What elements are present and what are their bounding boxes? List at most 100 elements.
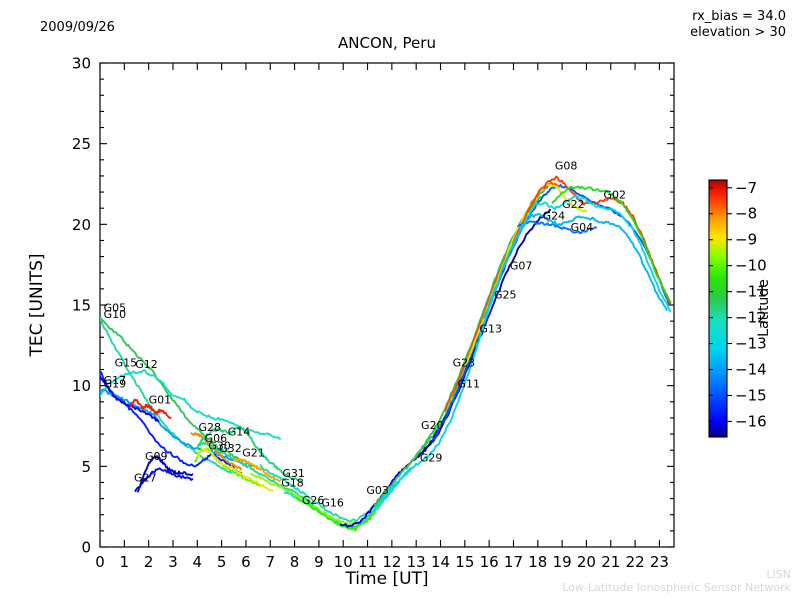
colorbar-tick-label: −7 bbox=[735, 179, 757, 197]
x-tick-label: 18 bbox=[528, 553, 547, 571]
satellite-label-g18: G18 bbox=[281, 477, 304, 490]
satellite-label-g20: G20 bbox=[421, 419, 444, 432]
satellite-label-g14: G14 bbox=[228, 426, 251, 439]
x-tick-label: 8 bbox=[290, 553, 300, 571]
y-tick-label: 0 bbox=[81, 539, 91, 557]
satellite-label-g19: G19 bbox=[104, 377, 127, 390]
satellite-label-g05: G05 bbox=[104, 301, 127, 314]
watermark-acronym: LISN bbox=[766, 568, 791, 581]
satellite-label-g17: G17 bbox=[104, 374, 127, 387]
satellite-label-g25: G25 bbox=[494, 289, 517, 302]
x-tick-label: 2 bbox=[144, 553, 154, 571]
x-tick-label: 0 bbox=[95, 553, 105, 571]
colorbar-tick-label: −12 bbox=[735, 309, 767, 327]
x-tick-label: 10 bbox=[334, 553, 353, 571]
satellite-label-g02: G02 bbox=[603, 189, 626, 202]
y-tick-label: 20 bbox=[72, 216, 91, 234]
satellite-label-g22: G22 bbox=[562, 198, 585, 211]
satellite-label-g27: G27 bbox=[134, 472, 157, 485]
x-tick-label: 3 bbox=[168, 553, 178, 571]
x-tick-label: 21 bbox=[601, 553, 620, 571]
trace-g02 bbox=[551, 185, 672, 303]
x-tick-label: 7 bbox=[265, 553, 275, 571]
y-tick-label: 25 bbox=[72, 135, 91, 153]
colorbar-tick-label: −13 bbox=[735, 335, 767, 353]
colorbar-gradient bbox=[708, 179, 728, 438]
trace-g16 bbox=[296, 497, 376, 532]
colorbar-tick-label: −14 bbox=[735, 361, 767, 379]
satellite-label-g16: G16 bbox=[321, 497, 344, 510]
x-tick-label: 17 bbox=[504, 553, 523, 571]
satellite-label-g10: G10 bbox=[104, 308, 127, 321]
satellite-label-g26: G26 bbox=[302, 494, 325, 507]
colorbar-ticks: −7 −8 −9 −10 −11 −12 −13 −14 −15 −16 bbox=[709, 179, 767, 430]
satellite-label-g11: G11 bbox=[458, 377, 481, 390]
satellite-label-g29: G29 bbox=[420, 451, 443, 464]
satellite-label-g09: G09 bbox=[145, 450, 168, 463]
trace-g19 bbox=[100, 375, 160, 423]
satellite-label-g24: G24 bbox=[543, 209, 566, 222]
y-tick-label: 5 bbox=[81, 458, 91, 476]
x-tick-label: 16 bbox=[480, 553, 499, 571]
colorbar-tick-label: −16 bbox=[735, 412, 767, 430]
colorbar-tick-label: −15 bbox=[735, 386, 767, 404]
y-axis-ticks: 0 5 10 15 20 25 30 bbox=[72, 55, 674, 557]
y-tick-label: 15 bbox=[72, 297, 91, 315]
x-tick-label: 23 bbox=[650, 553, 669, 571]
date-stamp: 2009/09/26 bbox=[40, 20, 115, 35]
x-tick-label: 22 bbox=[626, 553, 645, 571]
x-tick-label: 5 bbox=[217, 553, 227, 571]
x-tick-label: 15 bbox=[455, 553, 474, 571]
rx-bias-note: rx_bias = 34.0 bbox=[692, 9, 786, 24]
satellite-label-g01: G01 bbox=[149, 393, 172, 406]
trace-g18 bbox=[249, 472, 359, 526]
x-tick-label: 11 bbox=[358, 553, 377, 571]
satellite-label-g04: G04 bbox=[571, 221, 594, 234]
data-traces bbox=[100, 175, 672, 532]
trace-g17 bbox=[100, 388, 247, 466]
x-tick-label: 13 bbox=[407, 553, 426, 571]
colorbar-tick-label: −10 bbox=[735, 257, 767, 275]
trace-g22 bbox=[488, 195, 672, 313]
x-axis-title: Time [UT] bbox=[344, 569, 428, 589]
trace-g29 bbox=[381, 279, 500, 502]
colorbar: −7 −8 −9 −10 −11 −12 −13 −14 −15 −16 Latitude bbox=[708, 179, 772, 438]
satellite-label-g31: G31 bbox=[282, 467, 305, 480]
satellite-label-g07: G07 bbox=[510, 260, 533, 273]
satellite-label-g12: G12 bbox=[135, 358, 158, 371]
elevation-note: elevation > 30 bbox=[690, 25, 786, 40]
y-tick-label: 30 bbox=[72, 55, 91, 73]
page-title: ANCON, Peru bbox=[338, 34, 436, 52]
trace-g14 bbox=[197, 425, 303, 484]
y-axis-title: TEC [UNITS] bbox=[27, 253, 47, 357]
x-tick-label: 20 bbox=[577, 553, 596, 571]
trace-g09 bbox=[136, 455, 194, 493]
x-tick-label: 1 bbox=[120, 553, 130, 571]
satellite-label-g15: G15 bbox=[115, 356, 138, 369]
satellite-label-g08: G08 bbox=[555, 159, 578, 172]
trace-g21 bbox=[232, 457, 281, 483]
satellite-label-g32: G32 bbox=[219, 442, 242, 455]
satellite-label-g03: G03 bbox=[366, 484, 389, 497]
watermark-full: Low-Latitude Ionospheric Sensor Network bbox=[562, 581, 791, 594]
trace-g32 bbox=[196, 448, 274, 492]
satellite-label-g06: G06 bbox=[205, 432, 228, 445]
colorbar-tick-label: −11 bbox=[735, 283, 767, 301]
x-tick-label: 19 bbox=[553, 553, 572, 571]
x-tick-label: 6 bbox=[241, 553, 251, 571]
x-tick-label: 12 bbox=[382, 553, 401, 571]
colorbar-title: Latitude bbox=[756, 279, 772, 337]
colorbar-tick-label: −9 bbox=[735, 231, 757, 249]
trace-g27 bbox=[134, 467, 194, 492]
satellite-label-g28: G28 bbox=[199, 421, 222, 434]
x-tick-label: 4 bbox=[193, 553, 203, 571]
x-tick-label: 9 bbox=[314, 553, 324, 571]
colorbar-tick-label: −8 bbox=[735, 205, 757, 223]
x-axis-ticks: 0 1 2 3 4 5 6 7 8 9 10 11 12 13 14 15 16 17 18 19 20 21 22 23 bbox=[95, 63, 669, 571]
satellite-label-g13: G13 bbox=[479, 322, 502, 335]
y-tick-label: 10 bbox=[72, 377, 91, 395]
trace-g10 bbox=[100, 318, 233, 474]
